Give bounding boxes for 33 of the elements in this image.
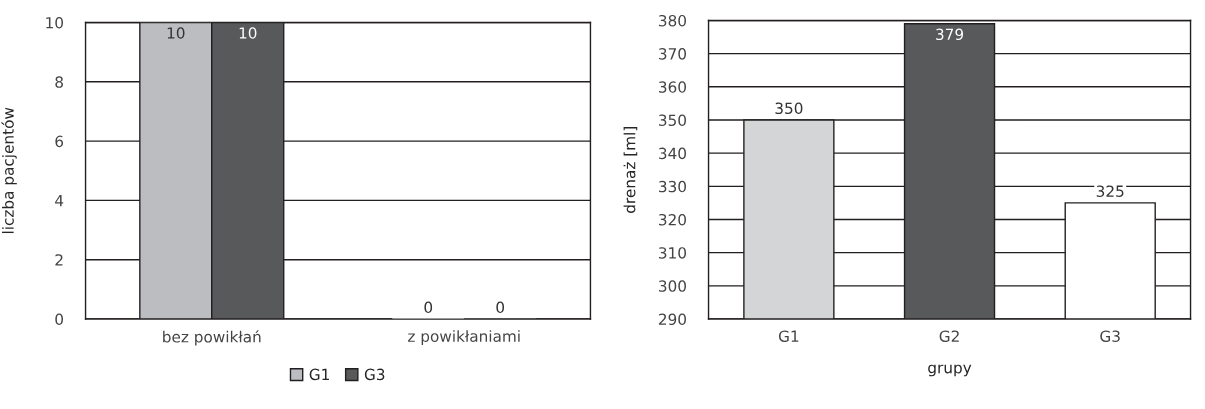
x-tick-label: G1 [778,330,799,342]
x-tick-label: bez powikłań [163,330,261,346]
y-tick-label: 4 [55,195,64,207]
y-tick-label: 2 [55,254,63,266]
x-tick-label: G3 [1100,330,1120,342]
y-tick-label: 310 [659,247,686,259]
x-tick-label: G2 [939,330,959,342]
y-tick-label: 8 [55,76,63,88]
data-label: 0 [496,301,505,314]
y-tick-label: 6 [55,135,64,148]
data-label: 10 [239,27,257,39]
y-tick-label: 300 [659,280,686,292]
y-axis-title: drenaż [ml] [623,127,638,213]
y-tick-label: 350 [659,114,686,126]
data-label: 0 [424,301,433,314]
y-tick-label: 330 [659,180,686,193]
y-axis-title: liczba pacjentów [1,107,17,234]
y-tick-label: 360 [659,81,686,93]
y-tick-label: 290 [658,313,686,326]
data-label: 350 [775,102,803,115]
data-label: 325 [1096,185,1124,197]
data-label: 10 [167,27,185,39]
y-tick-label: 380 [659,14,686,27]
y-tick-label: 340 [659,147,686,160]
legend-label: G1 [309,368,329,381]
y-tick-label: 10 [46,16,64,29]
legend-label: G3 [364,368,385,381]
data-label: 379 [936,28,964,41]
x-axis-title: grupy [928,364,972,377]
x-tick-label: z powikłaniami [408,330,520,345]
y-tick-label: 0 [55,313,64,326]
y-tick-label: 320 [659,213,686,226]
y-tick-label: 370 [659,48,686,60]
